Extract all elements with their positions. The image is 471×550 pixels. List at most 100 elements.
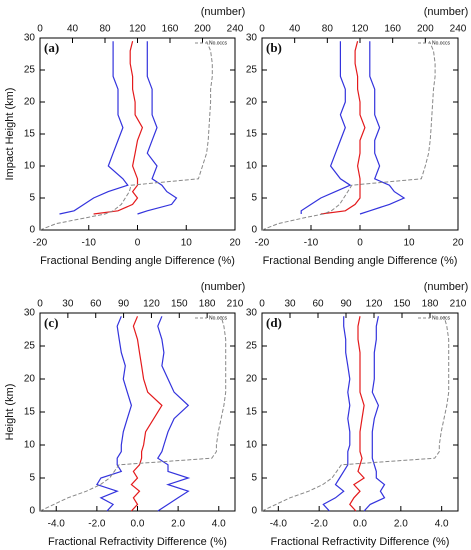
- x2-tick-label: 240: [450, 24, 467, 35]
- x2-tick-label: 0: [259, 299, 265, 310]
- x-tick-label: 10: [403, 238, 415, 249]
- profile-line: [300, 41, 352, 214]
- x2-tick-label: 80: [99, 24, 111, 35]
- x2-tick-label: 120: [129, 24, 146, 35]
- x-tick-label: 0.0: [131, 519, 145, 530]
- legend-label: No.occs: [209, 40, 228, 46]
- x-axis-label: Fractional Bending angle Difference (%): [40, 255, 235, 267]
- panel-label: (b): [266, 40, 282, 55]
- x2-tick-label: 40: [289, 24, 301, 35]
- profile-line: [363, 316, 386, 512]
- profile-line: [95, 316, 133, 512]
- x2-tick-label: 210: [227, 299, 244, 310]
- x2-tick-label: 0: [259, 24, 265, 35]
- legend-label: No.occs: [432, 315, 451, 321]
- x2-tick-label: 160: [384, 24, 401, 35]
- legend-label: No.occs: [209, 315, 228, 321]
- y-tick-label: 15: [24, 407, 36, 418]
- x-tick-label: -10: [82, 238, 97, 249]
- x2-tick-label: 0: [37, 299, 43, 310]
- x2-axis-label: (number): [201, 6, 246, 18]
- y-tick-label: 0: [251, 225, 257, 236]
- x2-tick-label: 40: [67, 24, 79, 35]
- y-tick-label: 5: [251, 193, 257, 204]
- y-tick-label: 15: [24, 129, 36, 140]
- profile-line: [130, 316, 163, 512]
- x-tick-label: -10: [304, 238, 319, 249]
- y-tick-label: 15: [246, 407, 258, 418]
- x-tick-label: -4.0: [48, 519, 66, 530]
- x2-tick-label: 120: [366, 299, 383, 310]
- x-tick-label: 0: [357, 238, 363, 249]
- y-axis-label: Impact Height (km): [4, 88, 16, 181]
- y-tick-label: 20: [246, 97, 258, 108]
- y-tick-label: 5: [251, 473, 257, 484]
- y-tick-label: 5: [29, 473, 35, 484]
- y-tick-label: 10: [246, 161, 258, 172]
- x2-tick-label: 210: [450, 299, 467, 310]
- profile-line: [93, 41, 144, 215]
- x-axis-label: Fractional Refractivity Difference (%): [271, 536, 450, 548]
- y-tick-label: 25: [246, 65, 258, 76]
- x2-tick-label: 60: [312, 299, 324, 310]
- count-line: [39, 41, 213, 231]
- panel-label: (d): [266, 315, 282, 330]
- x-tick-label: 4.0: [212, 519, 226, 530]
- y-tick-label: 10: [24, 440, 36, 451]
- profile-line: [59, 41, 129, 215]
- x-tick-label: 10: [181, 238, 193, 249]
- y-tick-label: 0: [251, 506, 257, 517]
- y-tick-label: 25: [24, 65, 36, 76]
- y-tick-label: 0: [29, 225, 35, 236]
- count-line: [261, 41, 436, 231]
- x-tick-label: -20: [33, 238, 48, 249]
- x2-axis-label: (number): [424, 6, 469, 18]
- x-tick-label: 20: [452, 238, 464, 249]
- x2-tick-label: 120: [143, 299, 160, 310]
- profile-line: [349, 316, 366, 512]
- profile-line: [320, 41, 366, 215]
- y-tick-label: 30: [246, 308, 258, 319]
- x2-tick-label: 0: [37, 24, 43, 35]
- plot-frame: [261, 37, 459, 231]
- y-tick-label: 5: [29, 193, 35, 204]
- x-tick-label: 4.0: [435, 519, 449, 530]
- x2-tick-label: 200: [194, 24, 211, 35]
- x-tick-label: 0.0: [353, 519, 367, 530]
- x2-tick-label: 80: [322, 24, 334, 35]
- y-tick-label: 15: [246, 129, 258, 140]
- x-tick-label: 2.0: [171, 519, 185, 530]
- x2-tick-label: 160: [162, 24, 179, 35]
- count-line: [39, 316, 227, 512]
- x2-tick-label: 120: [352, 24, 369, 35]
- legend-label: No.occs: [432, 40, 451, 46]
- x2-tick-label: 200: [417, 24, 434, 35]
- x2-tick-label: 180: [199, 299, 216, 310]
- profile-line: [137, 41, 178, 215]
- y-tick-label: 20: [24, 97, 36, 108]
- y-tick-label: 30: [24, 33, 36, 44]
- y-tick-label: 20: [246, 374, 258, 385]
- x2-tick-label: 30: [284, 299, 296, 310]
- x-tick-label: -2.0: [311, 519, 329, 530]
- y-tick-label: 30: [24, 308, 36, 319]
- panel-label: (c): [44, 315, 58, 330]
- plot-frame: [39, 37, 236, 231]
- x-tick-label: 20: [229, 238, 241, 249]
- profile-line: [156, 316, 191, 512]
- x-tick-label: 2.0: [394, 519, 408, 530]
- y-tick-label: 10: [24, 161, 36, 172]
- y-tick-label: 25: [246, 341, 258, 352]
- x2-tick-label: 150: [171, 299, 188, 310]
- x2-tick-label: 150: [394, 299, 411, 310]
- y-tick-label: 0: [29, 506, 35, 517]
- y-tick-label: 30: [246, 33, 258, 44]
- x2-tick-label: 180: [422, 299, 439, 310]
- x-tick-label: -4.0: [270, 519, 288, 530]
- y-tick-label: 25: [24, 341, 36, 352]
- y-axis-label: Height (km): [4, 384, 16, 441]
- x-axis-label: Fractional Bending angle Difference (%): [263, 255, 458, 267]
- x2-tick-label: 90: [340, 299, 352, 310]
- x-tick-label: 0: [135, 238, 141, 249]
